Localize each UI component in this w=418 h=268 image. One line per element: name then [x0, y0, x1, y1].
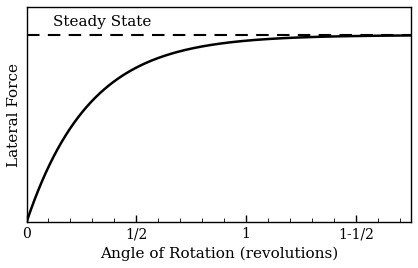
X-axis label: Angle of Rotation (revolutions): Angle of Rotation (revolutions): [99, 247, 338, 261]
Y-axis label: Lateral Force: Lateral Force: [7, 63, 21, 167]
Text: Steady State: Steady State: [53, 15, 151, 29]
